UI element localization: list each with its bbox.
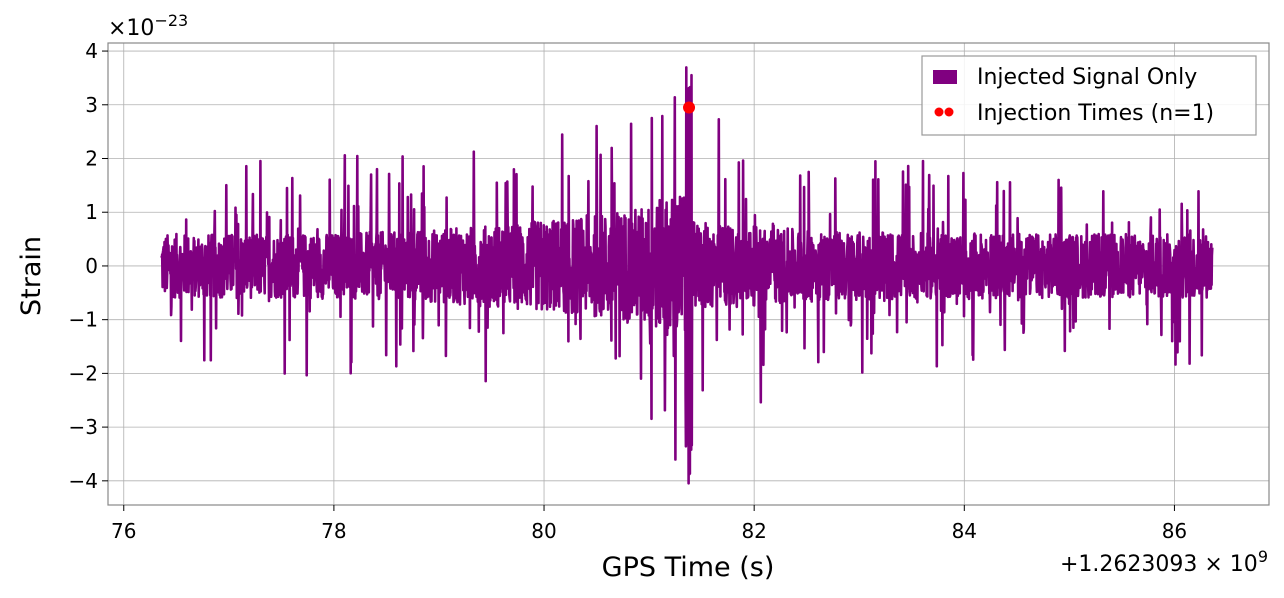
y-axis-label: Strain bbox=[16, 236, 47, 316]
legend-label-injection: Injection Times (n=1) bbox=[977, 101, 1214, 126]
legend: Injected Signal Only Injection Times (n=… bbox=[921, 55, 1257, 136]
y-tick-label: 4 bbox=[85, 39, 98, 63]
y-tick-label: 3 bbox=[85, 93, 98, 117]
injection-marker bbox=[683, 101, 696, 114]
y-tick-label: 2 bbox=[85, 147, 98, 171]
y-scale-exponent: −23 bbox=[154, 11, 188, 30]
plot-frame bbox=[107, 42, 1270, 506]
x-tick-label: 86 bbox=[1162, 519, 1187, 543]
legend-marker-injection-1 bbox=[934, 107, 944, 117]
legend-label-signal: Injected Signal Only bbox=[977, 65, 1197, 90]
x-axis-ticks: 76 78 80 82 84 86 bbox=[111, 505, 1187, 543]
x-axis-label: GPS Time (s) bbox=[602, 552, 775, 583]
y-tick-label: 1 bbox=[85, 200, 98, 224]
y-axis-ticks: −4 −3 −2 −1 0 1 2 3 4 bbox=[69, 39, 108, 493]
y-tick-label: −3 bbox=[69, 415, 98, 439]
x-offset-label: +1.2623093 × 109 bbox=[1060, 547, 1268, 577]
x-tick-label: 84 bbox=[952, 519, 977, 543]
injection-markers bbox=[683, 101, 696, 114]
x-tick-label: 76 bbox=[111, 519, 136, 543]
legend-swatch-signal bbox=[933, 70, 957, 84]
y-tick-label: −2 bbox=[69, 361, 98, 385]
x-tick-label: 78 bbox=[321, 519, 346, 543]
x-tick-label: 82 bbox=[741, 519, 766, 543]
x-offset-exponent: 9 bbox=[1258, 547, 1268, 566]
y-tick-label: 0 bbox=[85, 254, 98, 278]
y-tick-label: −1 bbox=[69, 308, 98, 332]
legend-marker-injection-2 bbox=[944, 107, 954, 117]
legend-frame bbox=[921, 55, 1257, 136]
y-tick-label: −4 bbox=[69, 469, 98, 493]
x-tick-label: 80 bbox=[531, 519, 556, 543]
y-scale-label: ×10−23 bbox=[108, 11, 188, 41]
